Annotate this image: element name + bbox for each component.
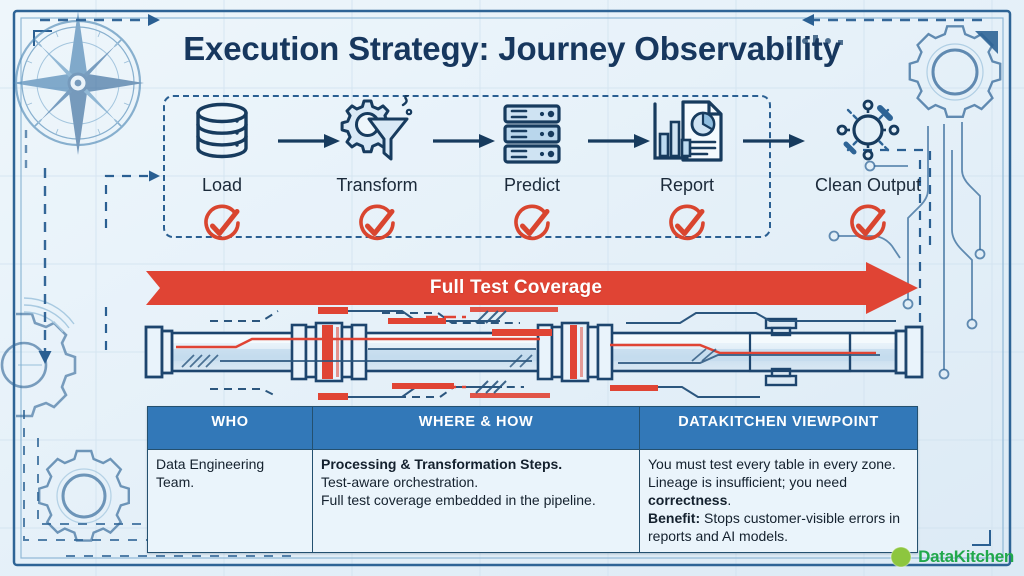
arrow-right-icon — [149, 170, 160, 182]
page-title: Execution Strategy: Journey Observabilit… — [183, 30, 841, 67]
strategy-table: WHO WHERE & HOW DATAKITCHEN VIEWPOINT Da… — [147, 406, 918, 553]
corner-triangle-icon — [975, 31, 998, 54]
arrow-right-icon — [588, 134, 650, 148]
full-test-coverage-banner: Full Test Coverage — [146, 262, 918, 314]
gear-icon — [908, 25, 1002, 118]
viewpoint-emph-correctness: correctness — [648, 491, 728, 508]
where-how-line-2: Test-aware orchestration. — [321, 473, 479, 490]
cell-who: Data Engineering Team. — [147, 449, 313, 553]
cell-where-how: Processing & Transformation Steps. Test-… — [312, 449, 640, 553]
circuit-trace-icon — [838, 122, 981, 370]
stage-load[interactable]: Load — [156, 95, 288, 255]
arrow-left-icon — [802, 14, 814, 26]
viewpoint-benefit-text: Stops customer-visible errors in reports… — [648, 509, 901, 544]
check-circle-icon — [510, 204, 554, 253]
viewpoint-text-2: . — [727, 491, 732, 508]
compass-rose-icon — [12, 11, 144, 155]
check-circle-icon — [355, 204, 399, 253]
arrow-right-icon — [148, 14, 160, 26]
column-header-viewpoint: DATAKITCHEN VIEWPOINT — [639, 406, 918, 450]
stage-predict[interactable]: Predict — [466, 95, 598, 255]
viewpoint-benefit-label: Benefit: — [648, 509, 701, 526]
arrow-right-icon — [278, 134, 340, 148]
check-circle-icon — [846, 204, 890, 253]
datakitchen-logo[interactable]: DataKitchen — [890, 546, 1014, 568]
stage-label: Clean Output — [814, 175, 922, 195]
viewpoint-text-1: You must test every table in every zone.… — [648, 456, 896, 490]
table-header-row: WHO WHERE & HOW DATAKITCHEN VIEWPOINT — [147, 406, 918, 450]
arrow-down-icon — [38, 351, 52, 364]
where-how-line-3: Full test coverage embedded in the pipel… — [321, 491, 596, 508]
node-network-icon — [828, 95, 908, 171]
pipeline-stages: Load — [163, 95, 921, 255]
arrow-right-icon — [433, 134, 495, 148]
server-stack-icon — [495, 95, 569, 171]
stage-transform[interactable]: Transform — [311, 95, 443, 255]
datakitchen-logo-icon — [890, 546, 912, 568]
banner-arrow-shape — [146, 262, 918, 314]
stage-clean-output[interactable]: Clean Output — [788, 95, 948, 255]
stage-label: Predict — [503, 175, 561, 195]
pipeline-illustration — [140, 305, 930, 400]
column-header-where-how: WHERE & HOW — [312, 406, 640, 450]
stages-dashed-boundary — [163, 95, 771, 238]
cell-viewpoint: You must test every table in every zone.… — [639, 449, 918, 553]
stage-label: Report — [659, 175, 715, 195]
database-icon — [185, 95, 259, 171]
stage-label: Load — [201, 175, 243, 195]
stage-label: Transform — [336, 175, 418, 195]
check-circle-icon — [665, 204, 709, 253]
arrow-right-icon — [743, 134, 805, 148]
gear-funnel-icon — [337, 95, 417, 171]
chart-document-icon — [647, 95, 727, 171]
gear-icon — [0, 297, 77, 418]
table-row: Data Engineering Team. Processing & Tran… — [147, 449, 918, 553]
check-circle-icon — [200, 204, 244, 253]
column-header-who: WHO — [147, 406, 313, 450]
where-how-line-1: Processing & Transformation Steps. — [321, 456, 563, 472]
stage-report[interactable]: Report — [621, 95, 753, 255]
datakitchen-logo-text: DataKitchen — [918, 547, 1014, 566]
banner-label: Full Test Coverage — [429, 277, 603, 298]
